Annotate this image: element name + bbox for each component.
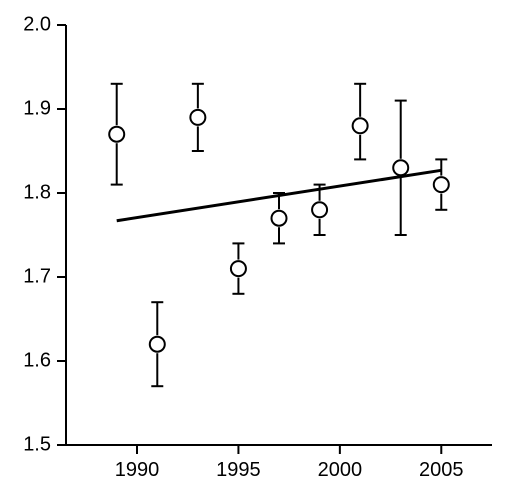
x-tick-label: 2005 [419, 459, 464, 481]
y-tick-label: 1.7 [23, 265, 51, 287]
data-point-marker [434, 177, 449, 192]
x-tick-label: 1995 [216, 459, 261, 481]
error-bar-scatter-chart: 1.5 1.6 1.7 1.8 1.9 2.0 1990 1995 2000 2005 [0, 0, 505, 500]
y-tick-label: 1.6 [23, 349, 51, 371]
y-tick-label: 1.8 [23, 181, 51, 203]
data-point-marker [150, 337, 165, 352]
y-tick-label: 1.9 [23, 97, 51, 119]
data-point-marker [353, 118, 368, 133]
data-point-marker [393, 160, 408, 175]
x-tick-label: 1990 [115, 459, 160, 481]
data-point-marker [312, 202, 327, 217]
y-tick-label: 1.5 [23, 433, 51, 455]
data-point-marker [109, 127, 124, 142]
data-point-marker [190, 110, 205, 125]
x-tick-label: 2000 [318, 459, 363, 481]
data-point-marker [231, 261, 246, 276]
data-point-marker [272, 211, 287, 226]
y-tick-label: 2.0 [23, 13, 51, 35]
